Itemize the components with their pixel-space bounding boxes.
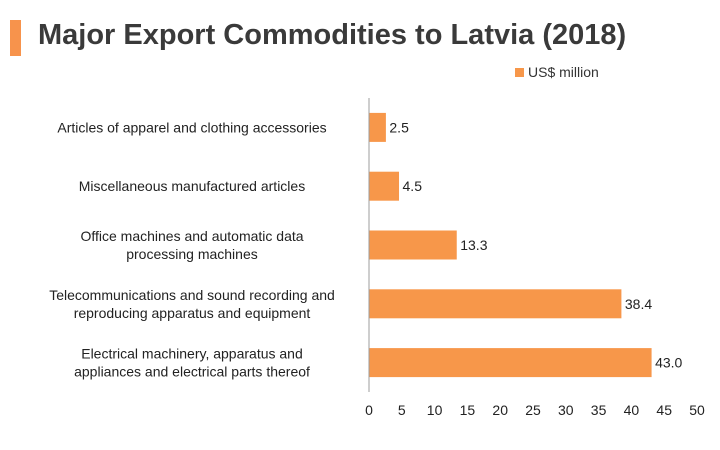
x-tick-label: 0 (365, 402, 373, 418)
category-label: processing machines (126, 246, 258, 262)
category-label: Miscellaneous manufactured articles (79, 178, 305, 194)
title-accent-bar (10, 20, 21, 56)
x-tick-label: 20 (492, 402, 508, 418)
category-label: appliances and electrical parts thereof (74, 364, 310, 380)
category-label: Articles of apparel and clothing accesso… (57, 119, 326, 135)
bar (369, 112, 386, 142)
x-tick-label: 40 (624, 402, 640, 418)
bar-value-label: 4.5 (403, 178, 423, 194)
x-tick-label: 35 (591, 402, 607, 418)
bar (369, 348, 652, 378)
category-label: Telecommunications and sound recording a… (49, 287, 335, 303)
bar (369, 230, 457, 260)
x-tick-label: 15 (460, 402, 476, 418)
x-tick-label: 5 (398, 402, 406, 418)
category-label: Office machines and automatic data (80, 228, 303, 244)
legend-label: US$ million (528, 64, 599, 80)
bar-value-label: 2.5 (389, 119, 409, 135)
x-tick-label: 45 (656, 402, 672, 418)
bar-value-label: 43.0 (655, 355, 682, 371)
category-label: reproducing apparatus and equipment (74, 305, 311, 321)
bar-value-label: 13.3 (460, 237, 487, 253)
legend-swatch (515, 67, 524, 77)
x-tick-label: 25 (525, 402, 541, 418)
x-tick-label: 10 (427, 402, 443, 418)
bar (369, 171, 400, 201)
bar-value-label: 38.4 (625, 296, 652, 312)
x-tick-label: 50 (689, 402, 705, 418)
bar (369, 289, 622, 319)
category-label: Electrical machinery, apparatus and (81, 346, 303, 362)
x-tick-label: 30 (558, 402, 574, 418)
legend: US$ million (515, 64, 599, 80)
chart-title: Major Export Commodities to Latvia (2018… (38, 19, 627, 51)
